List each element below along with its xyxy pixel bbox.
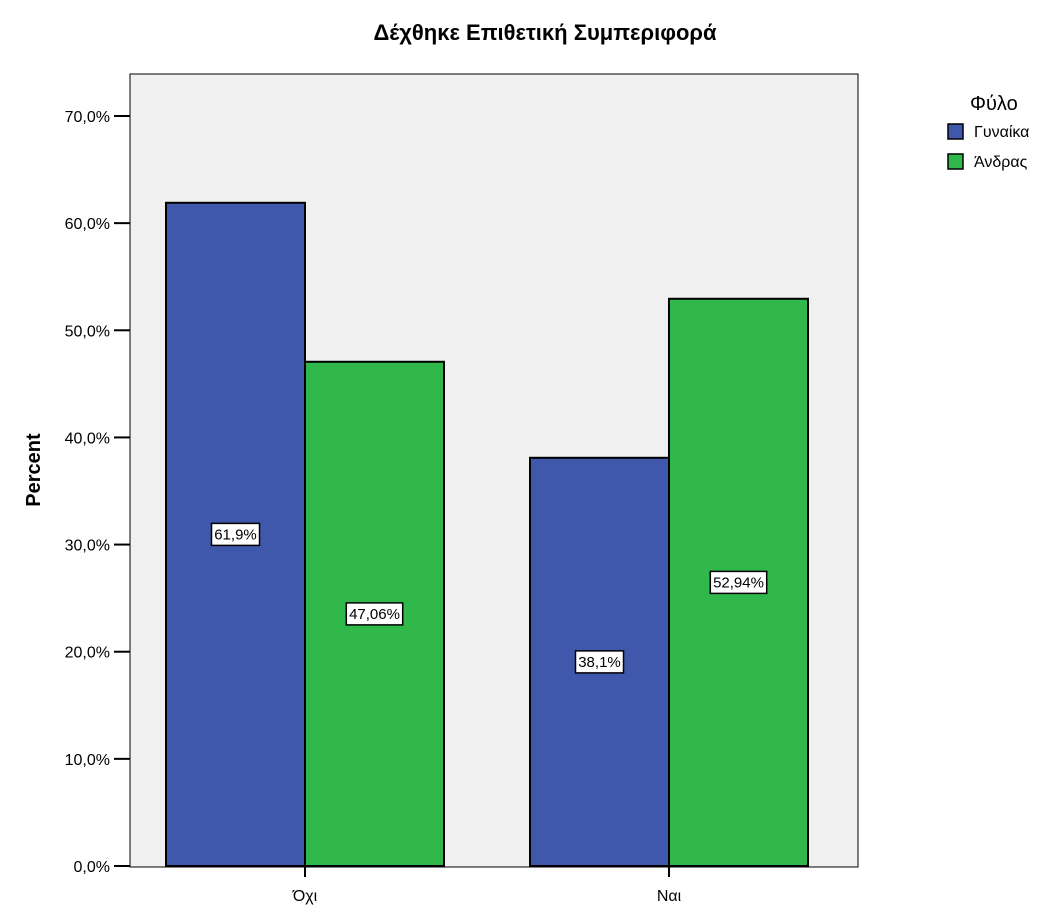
legend-swatch — [947, 123, 964, 140]
data-label-box — [345, 602, 404, 626]
data-labels: 61,9% 47,06% 38,1% 52,94% — [210, 522, 768, 674]
x-tick-label: Ναι — [657, 888, 682, 905]
legend-title: Φύλο — [970, 93, 1018, 115]
legend: Φύλο Γυναίκα Άνδρας — [947, 93, 1029, 171]
y-axis-label: Percent — [23, 433, 45, 507]
data-label: 38,1% — [578, 654, 621, 671]
y-tick-label: 70,0% — [65, 109, 110, 126]
data-label-box — [574, 650, 625, 674]
y-axis: 0,0% 10,0% 20,0% 30,0% 40,0% 50,0% 60,0% 70,0% — [65, 109, 130, 876]
y-tick-label: 60,0% — [65, 216, 110, 233]
y-tick-label: 0,0% — [74, 859, 110, 876]
legend-label: Άνδρας — [974, 154, 1028, 171]
chart-title: Δέχθηκε Επιθετική Συμπεριφορά — [373, 20, 717, 45]
y-tick-label: 40,0% — [65, 430, 110, 447]
y-tick-label: 30,0% — [65, 538, 110, 555]
data-label-box — [709, 570, 768, 595]
legend-swatch — [947, 153, 964, 170]
y-tick-label: 20,0% — [65, 645, 110, 662]
data-label-box — [210, 522, 261, 547]
data-label: 52,94% — [713, 574, 764, 591]
legend-label: Γυναίκα — [974, 124, 1029, 141]
y-tick-label: 50,0% — [65, 323, 110, 340]
x-axis: Όχι Ναι — [292, 867, 682, 905]
data-label: 61,9% — [214, 526, 257, 543]
x-tick-label: Όχι — [292, 888, 318, 905]
data-label: 47,06% — [349, 606, 400, 623]
y-tick-label: 10,0% — [65, 752, 110, 769]
